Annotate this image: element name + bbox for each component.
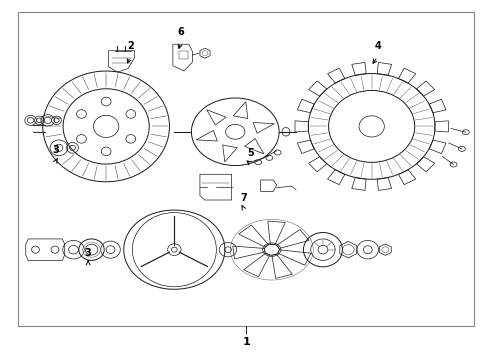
Polygon shape	[272, 254, 293, 278]
Text: 6: 6	[177, 27, 184, 37]
Text: 7: 7	[240, 193, 247, 203]
Text: 3: 3	[52, 145, 59, 156]
Text: 2: 2	[127, 41, 134, 51]
Text: 5: 5	[247, 148, 254, 158]
Text: 1: 1	[243, 337, 250, 347]
Polygon shape	[239, 225, 269, 247]
Polygon shape	[233, 246, 265, 259]
Polygon shape	[244, 253, 270, 277]
Text: 4: 4	[374, 41, 381, 51]
Polygon shape	[276, 229, 309, 248]
Polygon shape	[268, 221, 285, 245]
Polygon shape	[278, 250, 311, 265]
Text: 3: 3	[85, 248, 92, 258]
Ellipse shape	[50, 140, 68, 156]
Bar	[19, 12, 474, 327]
